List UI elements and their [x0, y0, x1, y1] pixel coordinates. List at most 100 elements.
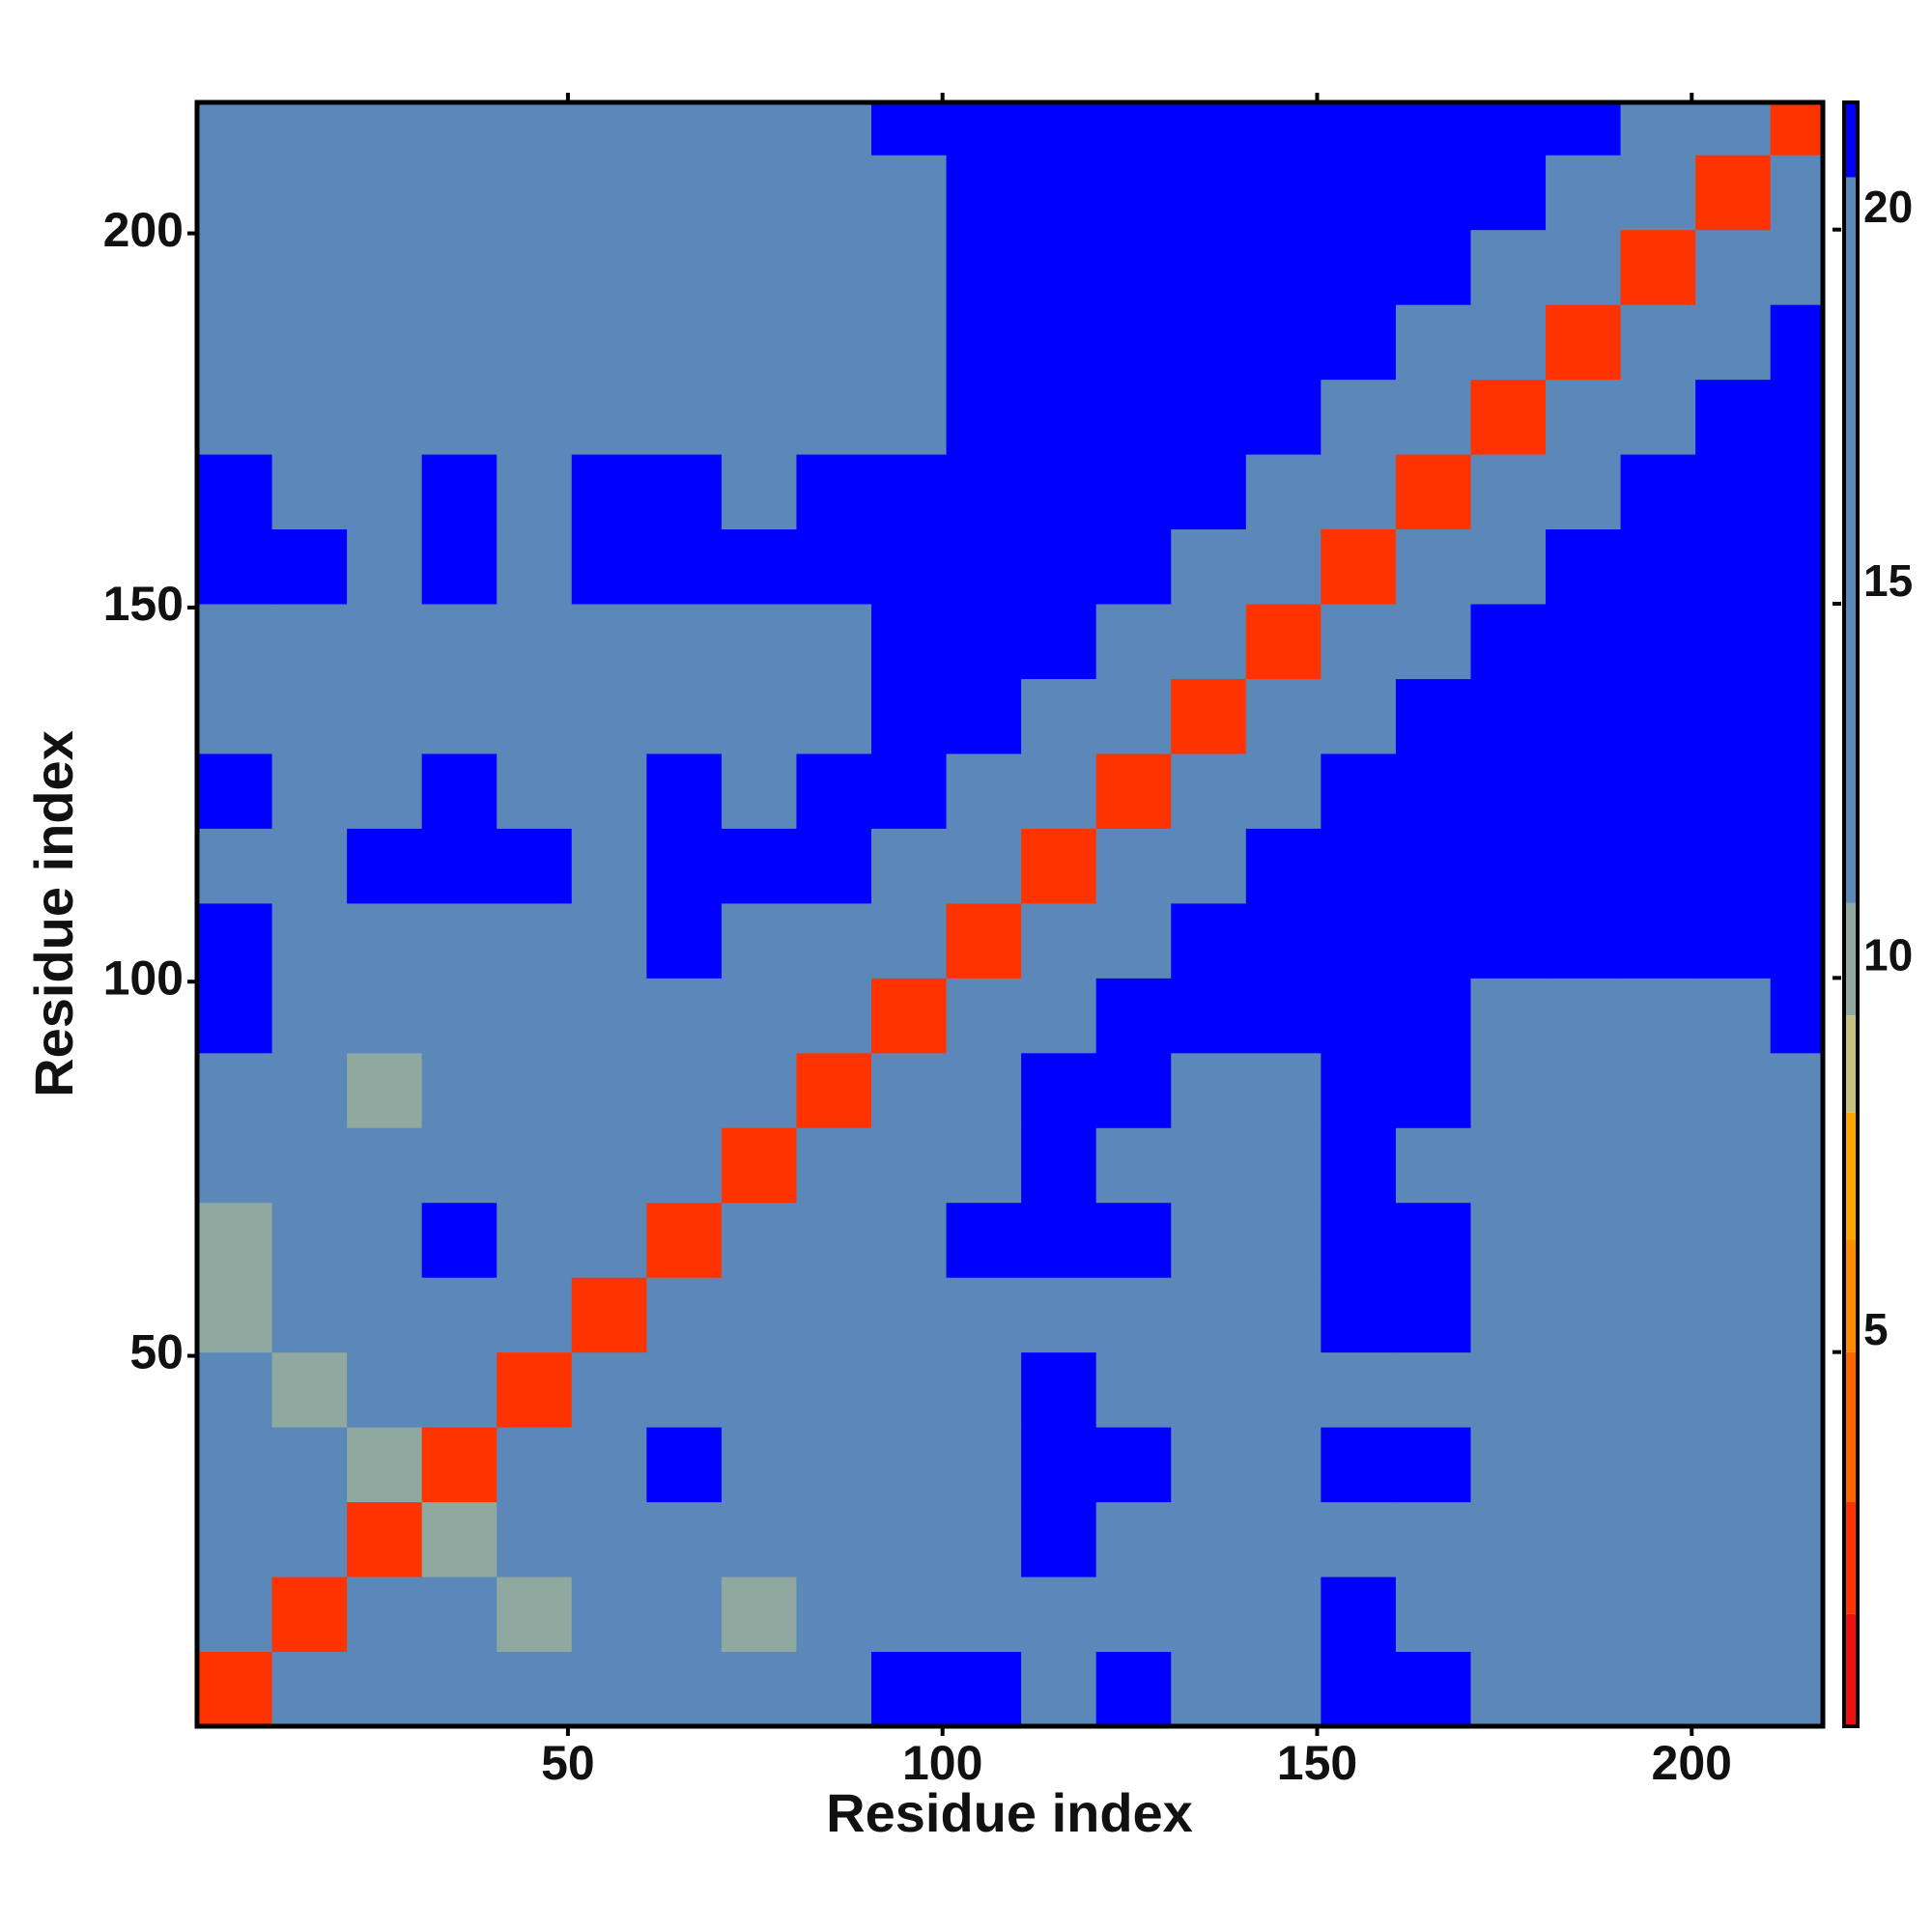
x-tick-label: 100	[902, 1736, 982, 1790]
heatmap-cell	[1395, 753, 1471, 829]
heatmap-cell	[571, 379, 647, 455]
heatmap-cell	[1770, 902, 1824, 979]
heatmap-cell	[1321, 978, 1397, 1054]
heatmap-cell	[197, 102, 273, 156]
heatmap-cell	[1546, 1501, 1622, 1577]
heatmap-cell	[271, 1052, 348, 1128]
heatmap-cell	[571, 1651, 647, 1727]
heatmap-cell	[646, 155, 723, 231]
heatmap-cell	[1095, 1427, 1172, 1503]
colorbar-segment	[1844, 1239, 1858, 1352]
heatmap-cell	[1770, 155, 1824, 231]
heatmap-cell	[497, 1277, 573, 1353]
colorbar-segment	[1844, 177, 1858, 903]
heatmap-cell	[1321, 753, 1397, 829]
heatmap-cell	[646, 1052, 723, 1128]
heatmap-cell	[1321, 604, 1397, 679]
heatmap-cell	[1395, 1202, 1471, 1278]
heatmap-cell	[871, 454, 948, 530]
heatmap-cell	[1171, 454, 1247, 530]
heatmap-cell	[1171, 528, 1247, 605]
heatmap-cell	[871, 604, 948, 679]
heatmap-cell	[796, 1427, 872, 1503]
heatmap-cell	[1695, 1427, 1772, 1503]
heatmap-cell	[1546, 604, 1622, 679]
heatmap-cell	[1695, 1351, 1772, 1428]
heatmap-cell	[1321, 379, 1397, 455]
heatmap-cell	[1095, 528, 1172, 605]
heatmap-cell	[1695, 1202, 1772, 1278]
heatmap-cell	[347, 604, 423, 679]
heatmap-cell	[946, 102, 1022, 156]
heatmap-cell	[946, 1427, 1022, 1503]
plot-frame	[194, 99, 1826, 1729]
heatmap-cell	[646, 1501, 723, 1577]
heatmap-cell	[1245, 1577, 1321, 1653]
heatmap-cell	[1620, 1277, 1696, 1353]
heatmap-cell	[1171, 1427, 1247, 1503]
heatmap-cell	[721, 229, 797, 305]
heatmap-cell	[497, 1651, 573, 1727]
heatmap-cell	[721, 1577, 797, 1653]
heatmap-cell	[796, 155, 872, 231]
heatmap-cell	[421, 229, 497, 305]
heatmap-cell	[1470, 1052, 1547, 1128]
heatmap-cell	[1770, 1127, 1824, 1204]
heatmap-cell	[1770, 678, 1824, 754]
heatmap-cell	[1321, 155, 1397, 231]
heatmap-cell	[1546, 1351, 1622, 1428]
heatmap-cell	[721, 1427, 797, 1503]
heatmap-cell	[1620, 604, 1696, 679]
heatmap-cell	[946, 978, 1022, 1054]
heatmap-cell	[721, 1501, 797, 1577]
heatmap-cell	[497, 304, 573, 381]
heatmap-cell	[497, 902, 573, 979]
heatmap-cell	[871, 1202, 948, 1278]
heatmap-cell	[1470, 978, 1547, 1054]
heatmap-cell	[571, 604, 647, 679]
heatmap-cell	[1021, 229, 1097, 305]
heatmap-cell	[1620, 304, 1696, 381]
heatmap-cell	[1171, 978, 1247, 1054]
heatmap-cell	[271, 1127, 348, 1204]
heatmap-cell	[571, 1427, 647, 1503]
heatmap-cell	[1695, 1052, 1772, 1128]
heatmap-cell	[796, 1577, 872, 1653]
heatmap-cell	[1546, 902, 1622, 979]
heatmap-cell	[497, 1202, 573, 1278]
heatmap-cell	[1695, 604, 1772, 679]
heatmap-cell	[1470, 1202, 1547, 1278]
heatmap-cell	[646, 1651, 723, 1727]
heatmap-cell	[571, 978, 647, 1054]
heatmap-cell	[1695, 1577, 1772, 1653]
heatmap-cell	[646, 304, 723, 381]
heatmap-cell	[571, 454, 647, 530]
heatmap-cell	[1171, 155, 1247, 231]
heatmap-cell	[1770, 1427, 1824, 1503]
heatmap-cell	[1695, 1501, 1772, 1577]
heatmap-cell	[1695, 828, 1772, 904]
heatmap-cell	[1695, 528, 1772, 605]
heatmap-cell	[497, 528, 573, 605]
heatmap-cell	[871, 229, 948, 305]
heatmap-cell	[1395, 1351, 1471, 1428]
heatmap-cell	[646, 1351, 723, 1428]
heatmap-cell	[646, 1277, 723, 1353]
heatmap-cell	[946, 379, 1022, 455]
heatmap-cell	[1095, 753, 1172, 829]
heatmap-cell	[1770, 1577, 1824, 1653]
heatmap-cell	[347, 902, 423, 979]
heatmap-cell	[1395, 828, 1471, 904]
heatmap-cell	[1770, 304, 1824, 381]
y-tick-label: 150	[103, 577, 184, 631]
heatmap-cell	[1470, 828, 1547, 904]
heatmap-cell	[796, 454, 872, 530]
heatmap-cell	[497, 229, 573, 305]
heatmap-cell	[871, 978, 948, 1054]
heatmap-cell	[197, 1351, 273, 1428]
heatmap-cell	[497, 155, 573, 231]
heatmap-cell	[1095, 604, 1172, 679]
heatmap-cell	[347, 379, 423, 455]
heatmap-cell	[1546, 978, 1622, 1054]
heatmap-cell	[1321, 1427, 1397, 1503]
